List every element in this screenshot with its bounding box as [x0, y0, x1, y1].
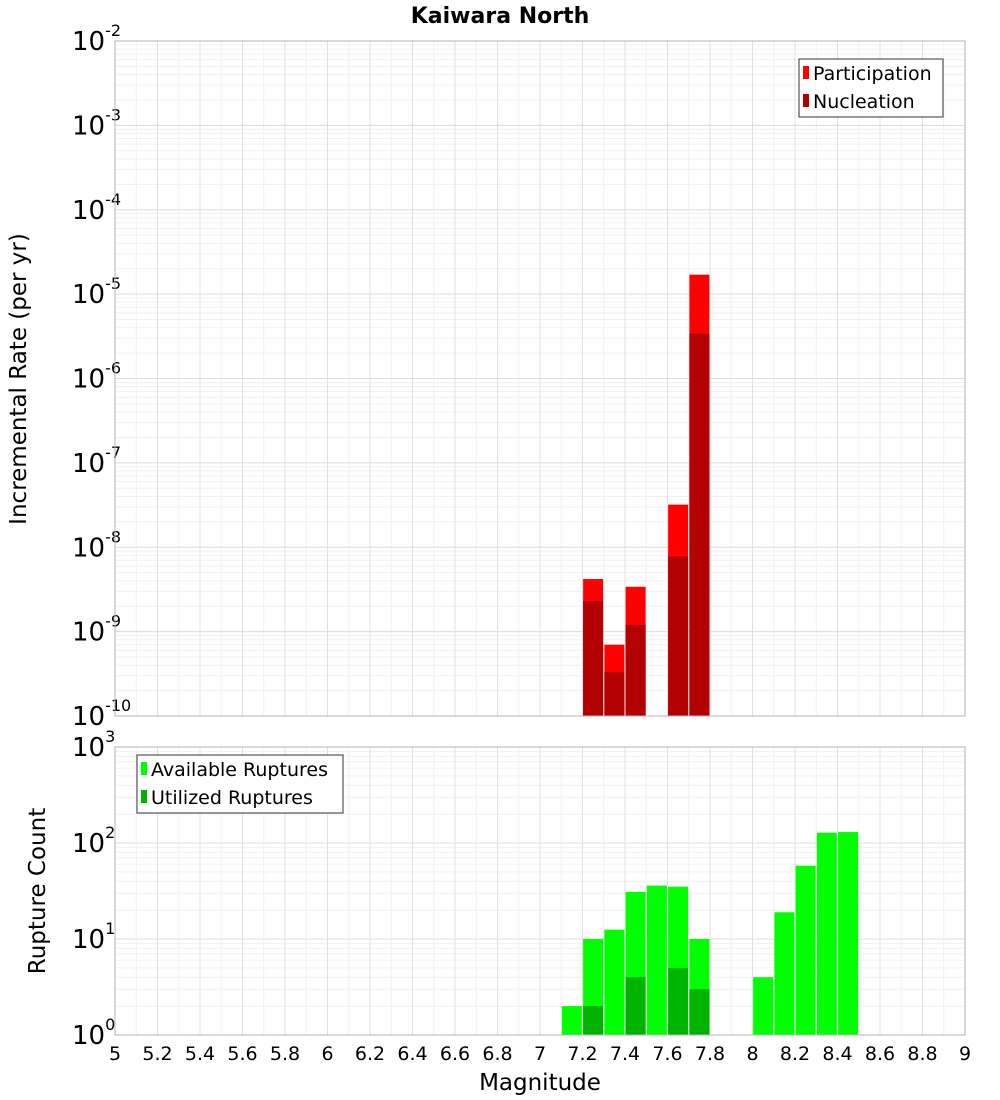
top-bar-nucleation — [668, 556, 689, 716]
bottom-bar-available-ruptures — [774, 912, 795, 1035]
top-bar-nucleation — [604, 672, 625, 716]
x-tick-label: 8.4 — [822, 1043, 852, 1065]
top-y-tick-label: 10-9 — [72, 612, 121, 648]
x-tick-label: 8.8 — [907, 1043, 937, 1065]
bottom-y-tick-label: 101 — [72, 919, 115, 955]
bottom-y-tick-label: 102 — [72, 823, 115, 859]
x-axis-label: Magnitude — [479, 1070, 601, 1096]
top-legend-swatch — [803, 94, 809, 107]
bottom-bar-utilized-ruptures — [668, 967, 689, 1035]
bottom-y-tick-label: 100 — [72, 1015, 115, 1051]
top-legend: Participation Nucleation — [798, 58, 944, 118]
top-y-tick-label: 10-5 — [72, 274, 121, 310]
bottom-bar-available-ruptures — [838, 832, 859, 1035]
top-legend-swatch — [803, 66, 809, 79]
top-legend-box — [798, 58, 944, 118]
bottom-y-axis-label: Rupture Count — [25, 808, 51, 974]
bottom-bar-available-ruptures — [795, 865, 816, 1035]
bottom-bar-available-ruptures — [646, 885, 667, 1035]
bottom-bar-utilized-ruptures — [625, 977, 646, 1035]
chart-title: Kaiwara North — [411, 4, 590, 29]
x-tick-label: 8.6 — [865, 1043, 895, 1065]
x-tick-label: 6.8 — [482, 1043, 512, 1065]
top-y-tick-label: 10-7 — [72, 443, 121, 479]
bottom-legend-label: Available Ruptures — [151, 759, 328, 781]
top-y-tick-label: 10-3 — [72, 105, 121, 141]
bottom-legend-box — [136, 754, 344, 814]
x-tick-label: 6.6 — [440, 1043, 470, 1065]
top-y-tick-label: 10-10 — [72, 696, 131, 732]
bottom-bar-available-ruptures — [753, 977, 774, 1035]
x-tick-label: 8 — [746, 1043, 758, 1065]
top-plot-area: 10-10 10-9 10-8 10-7 10-6 10-5 10-4 10-3 10-2 — [72, 21, 966, 732]
x-tick-label: 7 — [534, 1043, 546, 1065]
top-bar-nucleation — [583, 601, 604, 716]
bottom-legend-swatch — [141, 790, 147, 803]
bottom-bar-available-ruptures — [604, 929, 625, 1035]
x-tick-label: 6.4 — [397, 1043, 427, 1065]
x-tick-label: 6 — [321, 1043, 333, 1065]
top-legend-label: Nucleation — [813, 91, 915, 113]
bottom-legend: Available Ruptures Utilized Ruptures — [136, 754, 344, 814]
bottom-legend-swatch — [141, 762, 147, 775]
top-plot-frame — [114, 40, 966, 717]
top-y-axis-label: Incremental Rate (per yr) — [6, 233, 32, 525]
bottom-bar-available-ruptures — [561, 1006, 582, 1035]
x-tick-label: 5 — [109, 1043, 121, 1065]
top-y-tick-label: 10-6 — [72, 359, 121, 395]
x-tick-label: 7.8 — [695, 1043, 725, 1065]
bottom-bar-utilized-ruptures — [689, 989, 710, 1035]
x-tick-label: 6.2 — [355, 1043, 385, 1065]
top-legend-label: Participation — [813, 63, 932, 85]
x-tick-label: 7.2 — [567, 1043, 597, 1065]
x-tick-label: 5.2 — [142, 1043, 172, 1065]
x-tick-label: 5.8 — [270, 1043, 300, 1065]
x-tick-label: 9 — [959, 1043, 971, 1065]
top-y-tick-label: 10-8 — [72, 527, 121, 563]
top-bar-nucleation — [625, 624, 646, 716]
top-y-tick-label: 10-4 — [72, 190, 121, 226]
x-tick-label: 8.2 — [780, 1043, 810, 1065]
x-tick-label: 5.6 — [227, 1043, 257, 1065]
bottom-plot-area: 100 101 102 103 — [72, 727, 966, 1051]
bottom-bar-utilized-ruptures — [583, 1006, 604, 1035]
bottom-legend-label: Utilized Ruptures — [151, 787, 313, 809]
top-y-tick-label: 10-2 — [72, 21, 121, 57]
x-tick-label: 7.6 — [652, 1043, 682, 1065]
bottom-y-tick-label: 103 — [72, 727, 115, 763]
bottom-bar-available-ruptures — [816, 832, 837, 1035]
x-tick-label: 5.4 — [185, 1043, 215, 1065]
bottom-plot-frame — [114, 746, 966, 1036]
top-bar-nucleation — [689, 333, 710, 716]
x-tick-label: 7.4 — [610, 1043, 640, 1065]
